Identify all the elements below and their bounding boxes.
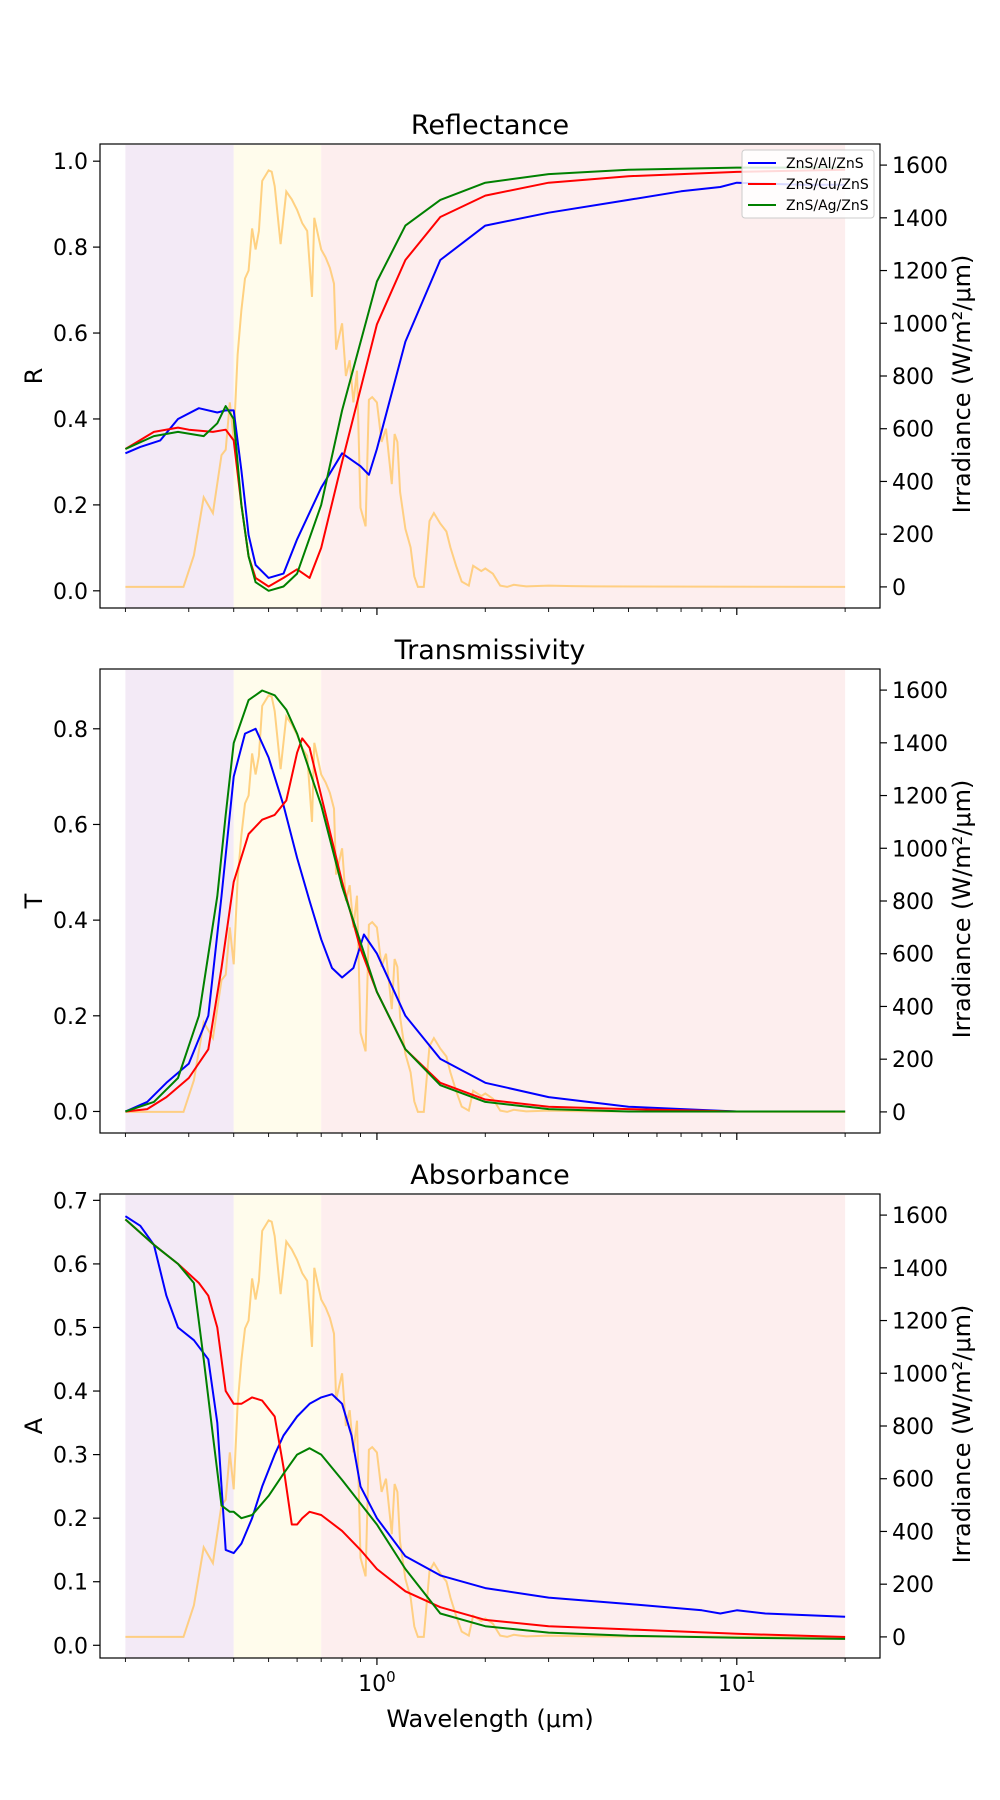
y-axis-label: R: [20, 368, 48, 385]
right-tick-label: 1600: [892, 679, 948, 704]
series-line-zns-al-zns: [124, 1215, 846, 1618]
right-tick-label: 1400: [892, 1257, 948, 1282]
y-tick-label: 0.2: [53, 1507, 88, 1532]
legend-entry: ZnS/Ag/ZnS: [786, 198, 869, 214]
spectral-band-0: [125, 1195, 234, 1658]
y-axis-label: T: [20, 893, 48, 909]
y-tick-label: 0.3: [53, 1444, 88, 1469]
right-tick-label: 400: [892, 1520, 934, 1545]
right-tick-label: 0: [892, 1626, 906, 1651]
legend: ZnS/Al/ZnS ZnS/Cu/ZnS ZnS/Ag/ZnS: [741, 149, 875, 219]
right-tick-label: 200: [892, 1573, 934, 1598]
right-tick-label: 1200: [892, 1310, 948, 1335]
y-tick-label: 0.1: [53, 1571, 88, 1596]
right-tick-label: 600: [892, 418, 934, 443]
panel-title: Transmissivity: [394, 635, 586, 666]
right-axis-label: Irradiance (W/m²/μm): [948, 780, 976, 1039]
right-axis-label: Irradiance (W/m²/μm): [948, 255, 976, 514]
legend-entry: ZnS/Cu/ZnS: [786, 177, 869, 193]
right-tick-label: 800: [892, 1415, 934, 1440]
y-tick-label: 0.7: [53, 1189, 88, 1214]
y-tick-label: 0.2: [53, 1005, 88, 1030]
y-tick-label: 0.4: [53, 909, 88, 934]
x-axis-label: Wavelength (μm): [386, 1705, 593, 1733]
y-axis-label: A: [20, 1417, 48, 1434]
x-tick-label: 101: [718, 1668, 756, 1697]
right-tick-label: 200: [892, 523, 934, 548]
y-tick-label: 0.6: [53, 813, 88, 838]
irradiance-line: [125, 169, 846, 588]
right-tick-label: 1400: [892, 207, 948, 232]
panel-absorbance: Absorbance 0.0 0.1 0.2 0.3 0.4 0.5 0.6 0.7 A 0 200 4…: [20, 1160, 976, 1733]
right-tick-label: 600: [892, 1468, 934, 1493]
panel-transmissivity: Transmissivity 0.0 0.2 0.4 0.6 0.8 T 0 200 400 600…: [20, 635, 976, 1140]
y-tick-label: 1.0: [53, 150, 88, 175]
series-line-zns-al-zns: [124, 727, 846, 1113]
right-tick-label: 1600: [892, 1204, 948, 1229]
spectral-band-2: [321, 1195, 846, 1658]
y-tick-label: 0.6: [53, 322, 88, 347]
y-tick-label: 0.0: [53, 580, 88, 605]
y-tick-label: 0.4: [53, 408, 88, 433]
y-tick-label: 0.2: [53, 494, 88, 519]
panel-title: Reflectance: [411, 110, 569, 141]
right-axis-label: Irradiance (W/m²/μm): [948, 1305, 976, 1564]
series-line-zns-ag-zns: [125, 689, 846, 1113]
right-tick-label: 1000: [892, 312, 948, 337]
panel-title: Absorbance: [410, 1160, 570, 1191]
spectral-band-2: [321, 670, 846, 1133]
series-line-zns-ag-zns: [124, 166, 846, 592]
panel-reflectance: Reflectance 0.0 0.2 0.4 0.6 0.8 1.0 R 0 200 400 600…: [20, 110, 976, 615]
legend-box: [741, 149, 875, 219]
right-tick-label: 1000: [892, 837, 948, 862]
series-line-zns-cu-zns: [124, 1218, 846, 1638]
series-line-zns-al-zns: [125, 181, 846, 579]
right-tick-label: 1200: [892, 785, 948, 810]
y-tick-label: 0.8: [53, 718, 88, 743]
series-line-zns-cu-zns: [125, 737, 846, 1113]
right-tick-label: 1000: [892, 1362, 948, 1387]
right-tick-label: 1200: [892, 260, 948, 285]
legend-entry: ZnS/Al/ZnS: [786, 156, 864, 172]
y-tick-label: 0.4: [53, 1380, 88, 1405]
y-tick-label: 0.0: [53, 1100, 88, 1125]
right-tick-label: 400: [892, 470, 934, 495]
spectral-band-0: [125, 145, 234, 608]
x-tick-label: 100: [358, 1668, 396, 1697]
right-tick-label: 0: [892, 1101, 906, 1126]
right-tick-label: 800: [892, 890, 934, 915]
y-tick-label: 0.0: [53, 1634, 88, 1659]
right-tick-label: 1600: [892, 154, 948, 179]
series-line-zns-ag-zns: [124, 1218, 846, 1640]
y-tick-label: 0.6: [53, 1253, 88, 1278]
right-tick-label: 0: [892, 576, 906, 601]
y-tick-label: 0.8: [53, 236, 88, 261]
right-tick-label: 200: [892, 1048, 934, 1073]
right-tick-label: 800: [892, 365, 934, 390]
right-tick-label: 1400: [892, 732, 948, 757]
right-tick-label: 600: [892, 943, 934, 968]
right-tick-label: 400: [892, 995, 934, 1020]
y-tick-label: 0.5: [53, 1316, 88, 1341]
